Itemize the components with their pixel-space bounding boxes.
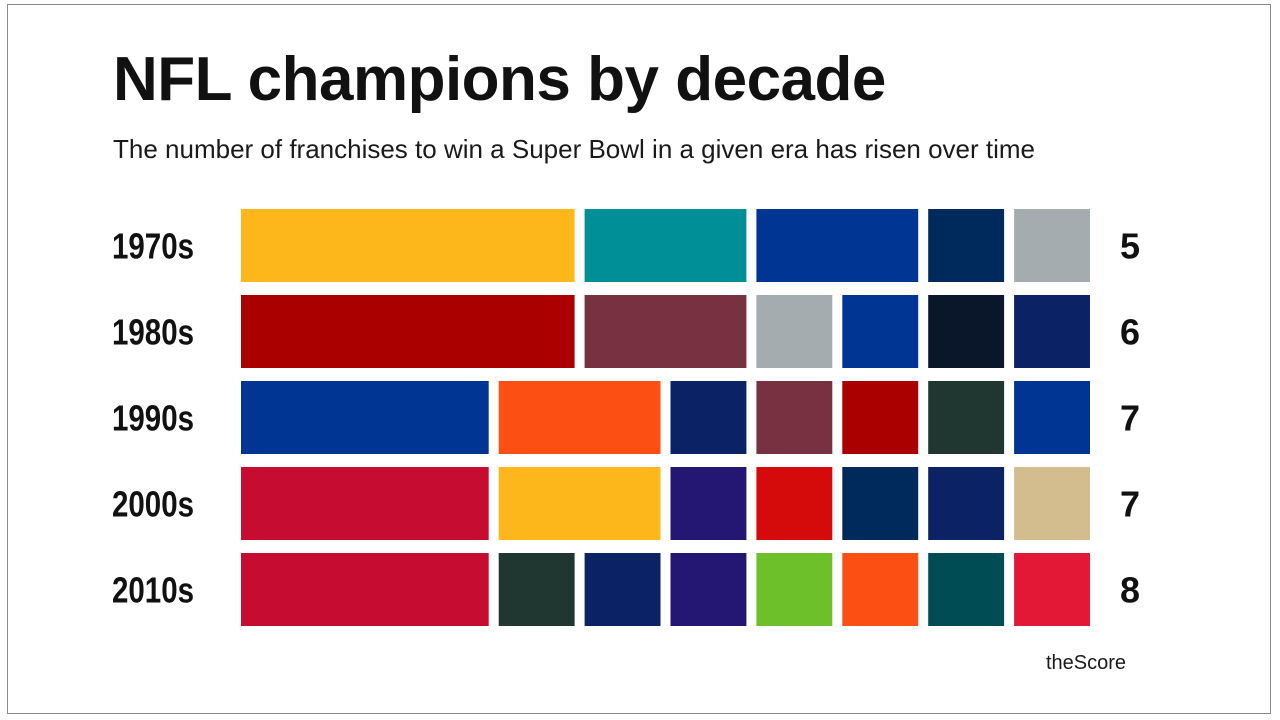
champion-block-1970s-1 [241, 209, 575, 282]
champion-block-1990s-5 [842, 381, 919, 454]
champion-block-2000s-6 [928, 467, 1005, 540]
champion-block-2010s-5 [756, 553, 833, 626]
champion-block-1970s-4 [928, 209, 1005, 282]
champion-block-1990s-4 [756, 381, 833, 454]
champion-block-1990s-1 [241, 381, 489, 454]
champion-block-1990s-6 [928, 381, 1005, 454]
champion-block-1980s-3 [756, 295, 833, 368]
champion-block-2010s-2 [498, 553, 575, 626]
decade-label-1970s: 1970s [112, 226, 194, 266]
champion-block-2010s-7 [928, 553, 1005, 626]
champion-block-1990s-3 [670, 381, 747, 454]
champion-block-2010s-3 [584, 553, 661, 626]
champion-block-1970s-2 [584, 209, 747, 282]
champion-block-2010s-8 [1014, 553, 1090, 626]
champion-block-1970s-5 [1014, 209, 1090, 282]
champion-block-1980s-4 [842, 295, 919, 368]
champion-block-1990s-2 [498, 381, 661, 454]
champion-block-1980s-2 [584, 295, 747, 368]
champion-block-2010s-4 [670, 553, 747, 626]
decade-label-1990s: 1990s [112, 398, 194, 438]
champion-block-2000s-2 [498, 467, 661, 540]
champion-block-1980s-6 [1014, 295, 1090, 368]
champion-block-1980s-5 [928, 295, 1005, 368]
champion-block-1970s-3 [756, 209, 919, 282]
chart-subtitle: The number of franchises to win a Super … [113, 134, 1036, 164]
decade-label-2010s: 2010s [112, 570, 194, 610]
champion-count-1980s: 6 [1120, 312, 1140, 353]
champion-block-2000s-3 [670, 467, 747, 540]
champion-count-1970s: 5 [1120, 226, 1140, 267]
champion-block-1980s-1 [241, 295, 575, 368]
chart-title: NFL champions by decade [113, 45, 886, 114]
champion-block-2000s-5 [842, 467, 919, 540]
champion-block-2000s-4 [756, 467, 833, 540]
decade-label-2000s: 2000s [112, 484, 194, 524]
champion-block-2000s-7 [1014, 467, 1090, 540]
decade-label-1980s: 1980s [112, 312, 194, 352]
champion-count-1990s: 7 [1120, 398, 1140, 439]
champion-block-2000s-1 [241, 467, 489, 540]
champion-block-1990s-7 [1014, 381, 1090, 454]
source-credit: theScore [1046, 652, 1127, 674]
champion-count-2010s: 8 [1120, 570, 1140, 611]
champion-block-2010s-1 [241, 553, 489, 626]
champion-block-2010s-6 [842, 553, 919, 626]
champion-count-2000s: 7 [1120, 484, 1140, 525]
chart-frame [7, 4, 1271, 714]
